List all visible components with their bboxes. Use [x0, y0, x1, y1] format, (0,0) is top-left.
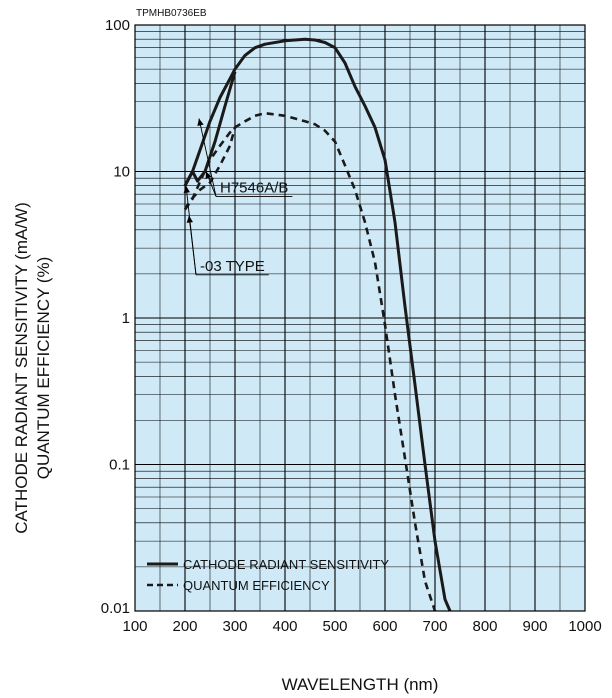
legend-label-sensitivity: CATHODE RADIANT SENSITIVITY: [183, 557, 389, 572]
y-tick-label: 10: [113, 164, 130, 181]
plot-frame: [134, 24, 586, 612]
y-axis-title-line1: CATHODE RADIANT SENSITIVITY (mA/W): [12, 202, 31, 534]
tick-labels: 100 200 300 400 500 600 700 800 900 1000 0.01 0.1 1 1…: [101, 17, 602, 635]
x-tick-label: 600: [372, 618, 397, 635]
x-tick-label: 1000: [568, 618, 601, 635]
annotation-arrowhead: [183, 185, 190, 194]
x-tick-label: 700: [422, 618, 447, 635]
x-axis-title: WAVELENGTH (nm): [282, 675, 439, 694]
x-tick-label: 300: [222, 618, 247, 635]
series-line-quantum-efficiency: [183, 111, 437, 612]
series-line-cathode-sensitivity: [183, 71, 237, 187]
y-tick-label: 0.01: [101, 600, 130, 617]
grid: [135, 25, 585, 611]
annotation-leader: [198, 118, 217, 197]
x-tick-label: 900: [522, 618, 547, 635]
y-tick-label: 100: [105, 17, 130, 34]
series-line-cathode-sensitivity: [183, 37, 452, 612]
annotation-arrowhead: [205, 171, 212, 180]
x-tick-label: 800: [472, 618, 497, 635]
x-tick-label: 200: [172, 618, 197, 635]
y-axis-title-line2: QUANTUM EFFICIENCY (%): [34, 257, 53, 480]
x-tick-label: 500: [322, 618, 347, 635]
annotation-label: -03 TYPE: [200, 258, 265, 275]
legend-label-quantum: QUANTUM EFFICIENCY: [183, 578, 330, 593]
figure-code: TPMHB0736EB: [136, 8, 207, 19]
x-tick-label: 400: [272, 618, 297, 635]
annotation-leader: [188, 215, 197, 275]
annotation-arrowhead: [197, 118, 204, 127]
x-tick-label: 100: [122, 618, 147, 635]
legend: CATHODE RADIANT SENSITIVITY QUANTUM EFFI…: [147, 557, 389, 593]
y-tick-label: 0.1: [109, 457, 130, 474]
annotation-label: H7546A/B: [220, 179, 288, 196]
annotation-layer: H7546A/B -03 TYPE: [183, 118, 293, 276]
annotation-arrowhead: [186, 215, 193, 223]
y-tick-label: 1: [122, 310, 130, 327]
